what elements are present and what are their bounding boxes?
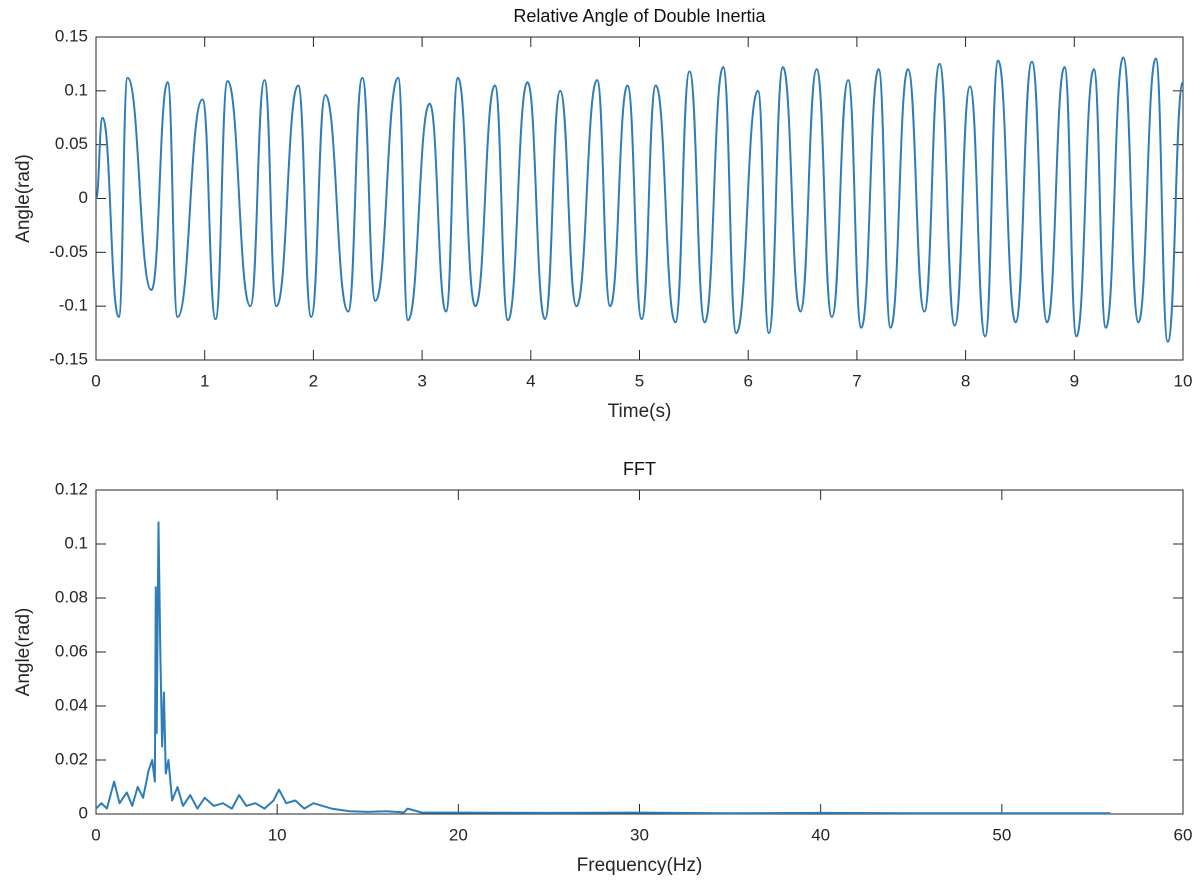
y-tick-label: 0.05 (55, 134, 88, 153)
x-tick-label: 0 (91, 371, 100, 390)
y-tick-label: 0.06 (55, 641, 88, 660)
x-tick-label: 8 (961, 371, 970, 390)
x-axis-label: Time(s) (608, 401, 672, 422)
y-tick-label: 0.08 (55, 587, 88, 606)
x-tick-label: 40 (811, 825, 830, 844)
x-tick-label: 1 (200, 371, 209, 390)
x-tick-label: 5 (635, 371, 644, 390)
x-axis-label: Frequency(Hz) (577, 855, 703, 876)
axes-box (95, 489, 1184, 815)
data-line (95, 521, 1111, 815)
x-tick-label: 50 (992, 825, 1011, 844)
y-tick-label: 0.02 (55, 749, 88, 768)
x-tick-label: 4 (526, 371, 535, 390)
x-tick-label: 9 (1070, 371, 1079, 390)
y-axis-label: Angle(rad) (13, 154, 34, 243)
x-tick-label: 20 (449, 825, 468, 844)
y-tick-label: 0.15 (55, 26, 88, 45)
y-tick-label: 0.04 (55, 695, 88, 714)
x-tick-label: 7 (852, 371, 861, 390)
x-tick-label: 30 (630, 825, 649, 844)
y-tick-label: -0.1 (59, 296, 88, 315)
y-tick-label: 0.1 (64, 533, 88, 552)
y-tick-label: 0 (79, 803, 88, 822)
chart-title: FFT (623, 459, 656, 479)
y-axis-label: Angle(rad) (13, 608, 34, 697)
x-tick-label: 10 (268, 825, 287, 844)
y-tick-label: 0.1 (64, 80, 88, 99)
x-tick-label: 6 (743, 371, 752, 390)
data-line (95, 56, 1184, 343)
x-tick-label: 3 (417, 371, 426, 390)
x-tick-label: 60 (1174, 825, 1193, 844)
x-tick-label: 0 (91, 825, 100, 844)
y-tick-label: -0.05 (49, 242, 88, 261)
y-tick-label: 0.12 (55, 479, 88, 498)
chart-title: Relative Angle of Double Inertia (513, 6, 766, 26)
x-tick-label: 2 (309, 371, 318, 390)
y-tick-label: 0 (79, 188, 88, 207)
y-tick-label: -0.15 (49, 349, 88, 368)
x-tick-label: 10 (1174, 371, 1193, 390)
